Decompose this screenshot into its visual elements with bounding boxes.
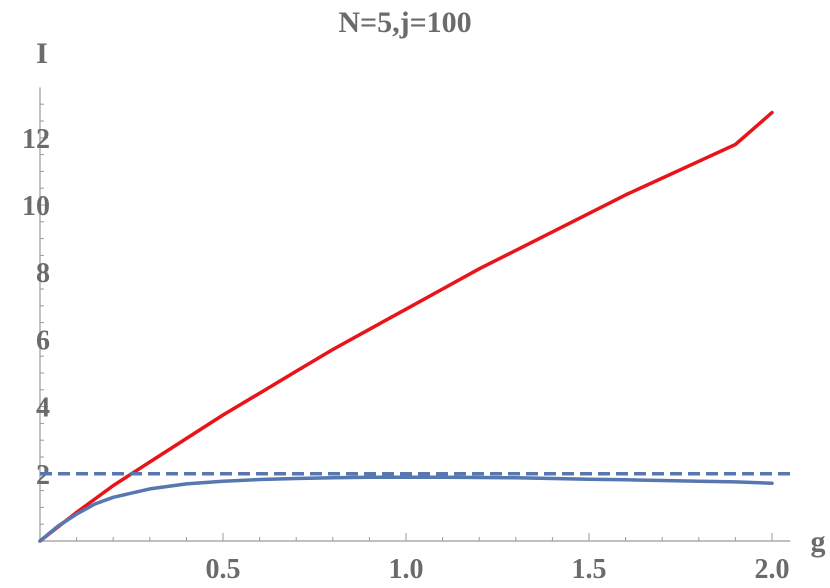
- x-tick-label: 1.5: [572, 554, 607, 585]
- axes: [39, 87, 791, 542]
- y-tick-label: 8: [36, 258, 50, 289]
- y-tick-label: 12: [22, 124, 50, 155]
- series-layer: [38, 110, 791, 543]
- x-axis-label: g: [811, 525, 826, 558]
- series-line-2: [38, 475, 774, 543]
- series-line-1: [38, 110, 774, 543]
- y-axis-label: I: [36, 37, 48, 70]
- x-tick-label: 1.0: [389, 554, 424, 585]
- y-tick-label: 4: [36, 393, 50, 424]
- chart-title: N=5,j=100: [338, 6, 471, 39]
- x-tick-label: 2.0: [755, 554, 790, 585]
- y-tick-label: 6: [36, 325, 50, 356]
- y-tick-label: 10: [22, 191, 50, 222]
- x-tick-label: 0.5: [206, 554, 241, 585]
